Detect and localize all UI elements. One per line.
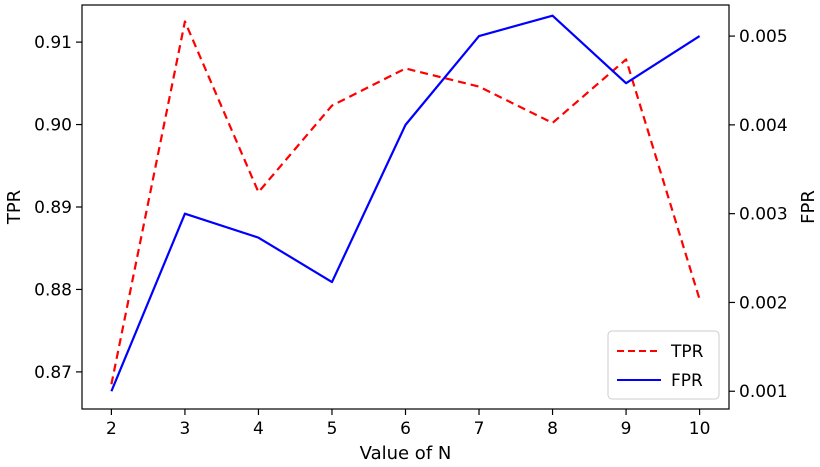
- series-layer: [110, 14, 701, 392]
- x-axis-label: Value of N: [360, 443, 452, 464]
- x-tick-label: 2: [106, 419, 117, 439]
- legend-tpr-label: TPR: [670, 342, 704, 362]
- series-line-fpr: [110, 14, 701, 392]
- legend-fpr-label: FPR: [671, 371, 703, 391]
- right-y-tick-label: 0.005: [739, 27, 788, 47]
- left-y-tick-label: 0.89: [34, 198, 72, 218]
- x-tick-label: 3: [180, 419, 191, 439]
- left-y-tick-label: 0.91: [34, 33, 72, 53]
- right-y-tick-label: 0.003: [739, 205, 788, 225]
- right-y-tick-label: 0.001: [739, 382, 788, 402]
- x-tick-label: 10: [689, 419, 711, 439]
- right-y-axis: 0.001 0.002 0.003 0.004 0.005: [729, 27, 788, 402]
- left-y-axis: 0.87 0.88 0.89 0.90 0.91: [34, 33, 82, 383]
- x-tick-label: 8: [547, 419, 558, 439]
- left-y-axis-label: TPR: [4, 190, 25, 225]
- x-axis: 2 3 4 5 6 7 8 9 10: [106, 409, 710, 439]
- x-tick-label: 7: [474, 419, 485, 439]
- legend-box: [607, 330, 720, 400]
- right-y-axis-label: FPR: [798, 190, 819, 224]
- x-tick-label: 9: [621, 419, 632, 439]
- right-y-tick-label: 0.002: [739, 293, 788, 313]
- left-y-tick-label: 0.88: [34, 280, 72, 300]
- right-y-tick-label: 0.004: [739, 116, 788, 136]
- x-tick-label: 4: [253, 419, 264, 439]
- x-tick-label: 5: [327, 419, 338, 439]
- x-tick-label: 6: [400, 419, 411, 439]
- series-line-tpr: [110, 20, 701, 385]
- left-y-tick-label: 0.87: [34, 363, 72, 383]
- legend: TPR FPR: [607, 330, 720, 400]
- left-y-tick-label: 0.90: [34, 116, 72, 136]
